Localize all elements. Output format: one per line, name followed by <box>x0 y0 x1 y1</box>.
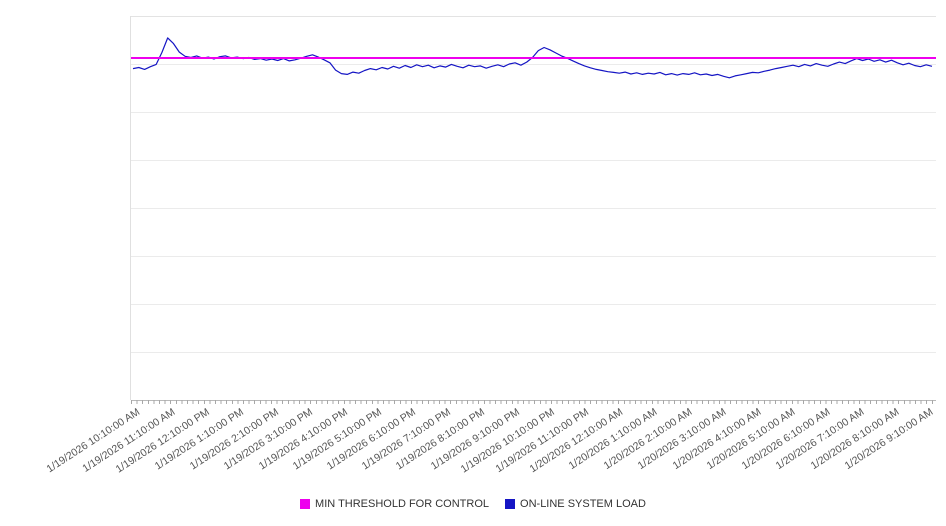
gridline <box>131 352 936 353</box>
plot-area <box>130 16 936 404</box>
legend-item-threshold[interactable]: MIN THRESHOLD FOR CONTROL <box>300 498 489 510</box>
x-axis-label: 1/20/2026 5:10:00 AM <box>704 406 798 473</box>
x-axis-label: 1/20/2026 1:10:00 AM <box>567 406 660 473</box>
x-axis-label: 1/20/2026 7:10:00 AM <box>773 406 867 473</box>
x-axis-label: 1/19/2026 7:10:00 PM <box>359 406 453 473</box>
x-axis-label: 1/20/2026 2:10:00 AM <box>601 406 695 473</box>
legend-label: MIN THRESHOLD FOR CONTROL <box>315 498 490 510</box>
gridline <box>131 160 936 161</box>
threshold-line <box>131 57 936 60</box>
x-axis-label: 1/19/2026 5:10:00 PM <box>290 406 384 473</box>
legend-swatch <box>505 499 516 509</box>
x-axis-label: 1/20/2026 9:10:00 AM <box>842 406 936 473</box>
x-axis-label: 1/19/2026 4:10:00 PM <box>256 406 350 473</box>
x-axis-label: 1/19/2026 11:10:00 AM <box>80 406 178 475</box>
x-axis-label: 1/19/2026 8:10:00 PM <box>394 406 488 473</box>
x-axis-label: 1/19/2026 10:10:00 PM <box>458 406 557 476</box>
legend-swatch <box>300 499 311 509</box>
x-axis-label: 1/19/2026 10:10:00 AM <box>44 406 143 476</box>
load-series-line <box>132 37 933 79</box>
x-axis-label: 1/19/2026 9:10:00 PM <box>428 406 522 473</box>
gridline <box>131 304 936 305</box>
x-axis-label: 1/20/2026 3:10:00 AM <box>635 406 729 473</box>
legend-label: ON-LINE SYSTEM LOAD <box>520 498 646 510</box>
x-axis-label: 1/20/2026 8:10:00 AM <box>808 406 902 473</box>
gridline <box>131 256 936 257</box>
x-axis-label: 1/19/2026 1:10:00 PM <box>152 406 246 473</box>
legend: MIN THRESHOLD FOR CONTROL ON-LINE SYSTEM … <box>0 498 946 510</box>
x-axis-label: 1/20/2026 6:10:00 AM <box>739 406 833 473</box>
x-axis-label: 1/20/2026 4:10:00 AM <box>670 406 764 473</box>
x-axis-minor-ticks <box>131 400 936 404</box>
x-axis-label: 1/19/2026 2:10:00 PM <box>187 406 281 473</box>
x-axis-label: 1/19/2026 6:10:00 PM <box>325 406 419 473</box>
x-axis-label: 1/19/2026 12:10:00 PM <box>113 406 212 476</box>
x-axis-label: 1/19/2026 3:10:00 PM <box>221 406 315 473</box>
gridline <box>131 208 936 209</box>
x-axis-label: 1/20/2026 12:10:00 AM <box>527 406 626 476</box>
gridline <box>131 64 936 65</box>
gridline <box>131 112 936 113</box>
legend-item-system-load[interactable]: ON-LINE SYSTEM LOAD <box>505 498 646 510</box>
gridline <box>131 16 936 17</box>
x-axis-label: 1/19/2026 11:10:00 PM <box>493 406 591 476</box>
